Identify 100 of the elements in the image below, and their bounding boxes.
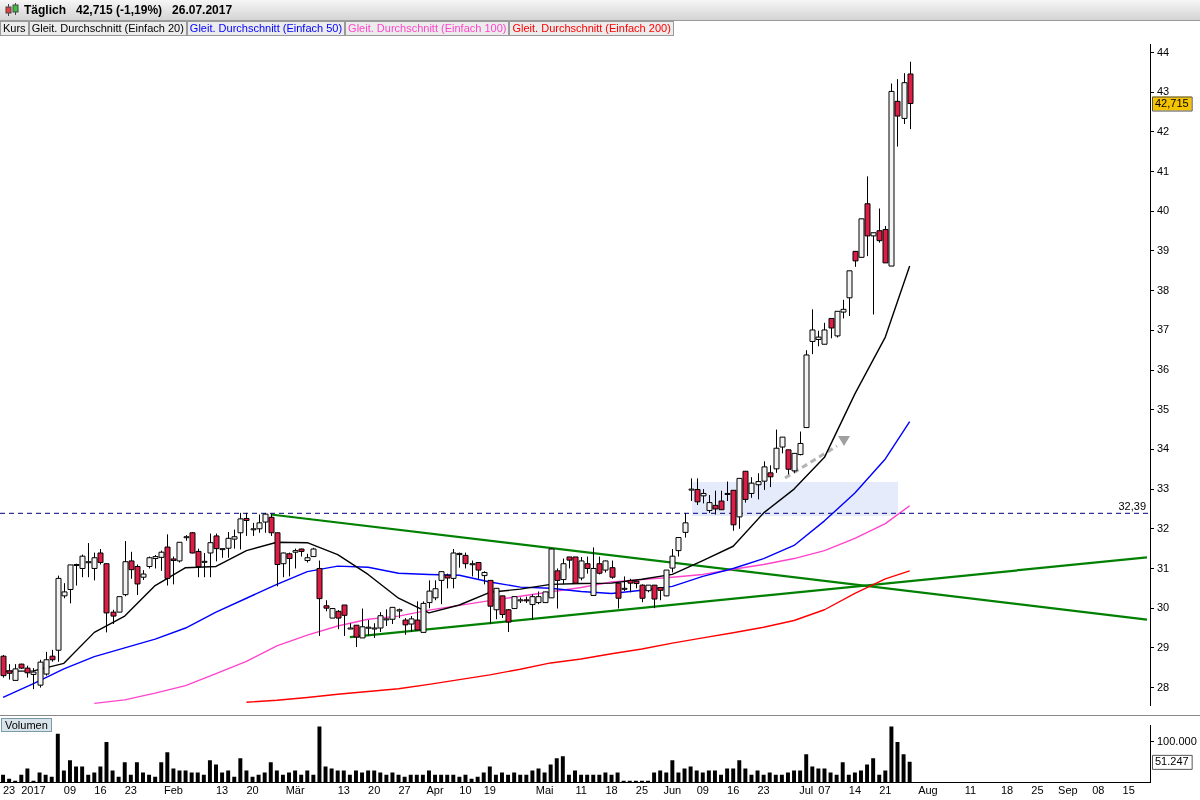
bar (134, 762, 139, 783)
x-tick-label: 20 (368, 784, 381, 797)
x-tick-label: 25 (1031, 784, 1044, 797)
y-tick-label: 35 (1157, 402, 1170, 415)
bar (785, 772, 790, 783)
text: Gleit. Durchschnitt (Einfach 200) (509, 21, 674, 36)
y-tick-label: 34 (1157, 442, 1170, 455)
bar (731, 768, 736, 783)
y-tick-label: 30 (1157, 601, 1170, 614)
text: Gleit. Durchschnitt (Einfach 20) (28, 21, 187, 36)
bar (798, 770, 803, 783)
x-tick-label: Jul (799, 784, 814, 797)
y-tick-label: 36 (1157, 363, 1170, 376)
bar (542, 772, 547, 783)
bar (828, 772, 833, 783)
x-tick-label: 20 (246, 784, 259, 797)
bar (329, 768, 334, 783)
bar (55, 733, 60, 783)
y-tick-label: 44 (1157, 45, 1170, 58)
bar (822, 768, 827, 783)
bar (859, 770, 863, 783)
chart-title: Täglich 42,715 (-1,19%) 26.07.2017 (24, 3, 233, 17)
bar (664, 772, 669, 783)
bar (865, 764, 870, 783)
x-tick-label: Sep (1058, 784, 1078, 797)
y-tick-label: 32 (1157, 521, 1170, 534)
y-tick-label: 100.000 (1157, 734, 1197, 747)
bar (68, 760, 72, 783)
bar (676, 772, 681, 783)
bar (293, 770, 298, 783)
x-tick-label: 25 (635, 784, 649, 797)
bar (883, 770, 888, 783)
bar (658, 770, 663, 783)
bar (706, 770, 711, 783)
ref-line-label: 32,39 (1118, 500, 1146, 513)
bar (615, 772, 620, 783)
x-tick-label: 27 (398, 784, 411, 797)
bar (159, 762, 164, 783)
bar (743, 768, 748, 783)
bar (110, 770, 115, 783)
x-tick-label: 10 (459, 784, 472, 797)
bar (487, 766, 492, 783)
bar (214, 764, 218, 783)
x-tick-label: 16 (727, 784, 740, 797)
x-tick-label: 16 (94, 784, 107, 797)
bar (694, 770, 699, 783)
bar (652, 772, 657, 783)
bar (183, 770, 188, 783)
bar (481, 772, 486, 783)
x-tick-label: 23 (3, 784, 16, 797)
y-tick-label: 33 (1157, 482, 1170, 495)
bar (274, 770, 279, 783)
bar (767, 772, 772, 783)
x-tick-label: Feb (163, 784, 183, 797)
bar (500, 772, 504, 783)
x-tick-label: 11 (964, 784, 977, 797)
bar (98, 766, 103, 783)
y-tick-label: 42 (1157, 124, 1170, 137)
x-tick-label: 09 (696, 784, 709, 797)
bar (700, 772, 705, 783)
bar (688, 766, 693, 783)
bar (804, 754, 809, 783)
bar (238, 758, 243, 783)
bar (335, 770, 340, 783)
x-tick-label: Jun (663, 784, 682, 797)
bar (360, 772, 365, 783)
bar (548, 764, 553, 783)
bar (323, 766, 328, 783)
bar (287, 772, 291, 783)
bar (530, 770, 535, 783)
annotation: 51.247 (1155, 755, 1189, 768)
bar (195, 772, 200, 783)
y-tick-label: 29 (1157, 640, 1170, 653)
bar (573, 770, 577, 783)
x-tick-label: Mai (535, 784, 554, 797)
text: Gleit. Durchschnitt (Einfach 50) (186, 21, 346, 36)
x-tick-label: 14 (848, 784, 862, 797)
bar (353, 770, 358, 783)
bar (390, 772, 395, 783)
x-tick-label: 21 (879, 784, 892, 797)
y-tick-label: 39 (1157, 244, 1170, 257)
bar (80, 766, 85, 783)
y-tick-label: 41 (1157, 164, 1170, 177)
bar (92, 772, 97, 783)
bar (512, 772, 517, 783)
bar (372, 770, 377, 783)
bar (792, 770, 797, 783)
bar (317, 726, 322, 783)
x-tick-label: 08 (1092, 784, 1105, 797)
bar (165, 752, 170, 783)
bar (810, 766, 815, 783)
y-tick-label: 43 (1157, 85, 1170, 98)
x-tick-label: 09 (63, 784, 77, 797)
bar (122, 762, 127, 783)
text: Kurs (0, 21, 29, 36)
chart-title: Volumen (1, 718, 52, 732)
x-tick-label: 18 (605, 784, 618, 797)
bar (682, 768, 687, 783)
bar (889, 726, 894, 783)
bar (207, 760, 212, 783)
